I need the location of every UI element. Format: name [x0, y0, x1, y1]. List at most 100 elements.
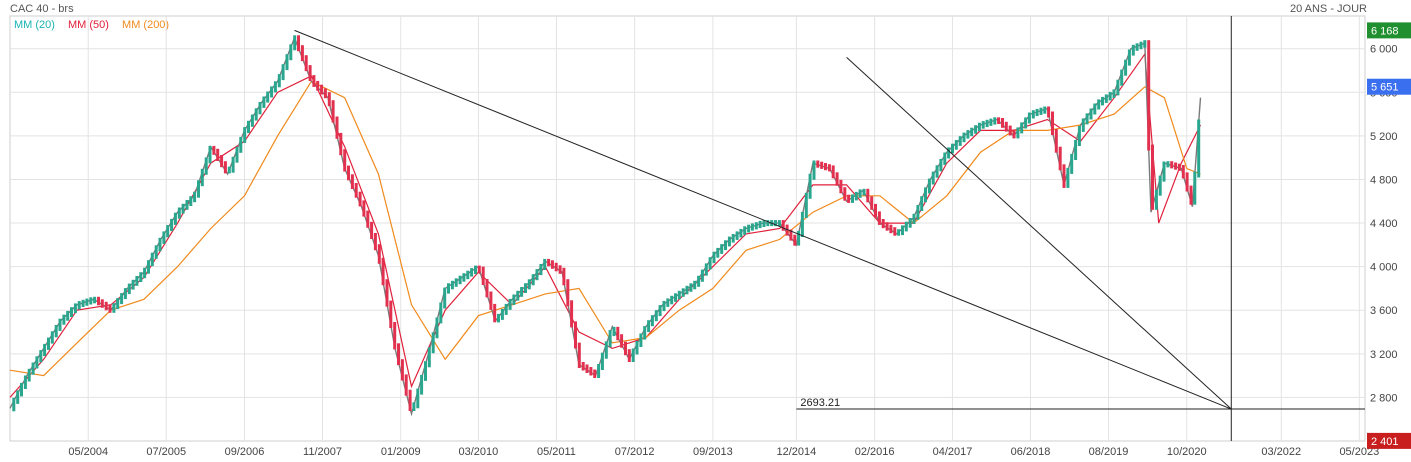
x-tick-label: 02/2016 — [855, 446, 895, 458]
x-tick-label: 05/2023 — [1339, 446, 1379, 458]
candle — [293, 35, 297, 51]
period-label[interactable]: 20 ANS - JOUR — [1289, 3, 1367, 15]
candle — [1089, 108, 1093, 120]
candle — [627, 349, 631, 362]
candle — [1154, 189, 1158, 210]
candle — [231, 156, 235, 173]
candle — [116, 298, 120, 310]
candle — [208, 145, 212, 164]
x-tick-label: 05/2011 — [537, 446, 576, 458]
candle — [458, 275, 462, 285]
candle — [812, 160, 816, 180]
candle — [854, 191, 858, 201]
x-tick-label: 03/2022 — [1261, 446, 1301, 458]
candle — [1047, 106, 1051, 118]
candle — [1035, 108, 1039, 117]
candle — [77, 301, 81, 310]
candle — [954, 140, 958, 150]
candle — [100, 299, 104, 308]
y-tick-label: 6 000 — [1370, 44, 1398, 56]
candle — [704, 263, 708, 276]
candle — [766, 220, 770, 227]
candle — [485, 279, 489, 298]
legend-item-mm200[interactable]: MM (200) — [122, 19, 170, 31]
candle — [1027, 112, 1031, 124]
candle — [754, 222, 758, 230]
candle — [697, 275, 701, 287]
candle — [600, 352, 604, 370]
candle — [381, 257, 385, 286]
candle — [504, 303, 508, 315]
candle — [839, 179, 843, 194]
y-tick-label: 3 600 — [1370, 305, 1398, 317]
candle — [416, 388, 420, 409]
candle — [177, 207, 181, 219]
candle — [450, 280, 454, 290]
candle — [924, 187, 927, 203]
x-tick-label: 07/2012 — [615, 446, 655, 458]
candle — [397, 343, 400, 366]
candle — [23, 375, 27, 389]
candle — [997, 117, 1001, 124]
candle — [1108, 91, 1112, 101]
candle — [712, 251, 716, 264]
candle — [1043, 106, 1047, 114]
candle — [824, 163, 827, 171]
candle — [62, 314, 66, 325]
candle — [793, 234, 797, 246]
candle — [85, 298, 89, 306]
candle — [404, 374, 408, 396]
candle — [158, 237, 162, 252]
candle — [597, 364, 601, 378]
candle — [643, 326, 647, 340]
candle — [497, 313, 500, 323]
candle — [277, 74, 281, 88]
candle — [1127, 49, 1131, 66]
candle — [800, 211, 804, 237]
candle — [966, 130, 970, 139]
candle — [104, 301, 108, 311]
candle — [1066, 167, 1070, 188]
y-tick-label: 3 200 — [1370, 349, 1398, 361]
candle — [647, 320, 651, 332]
candle — [512, 294, 516, 305]
legend-item-mm20[interactable]: MM (20) — [14, 19, 55, 31]
candle — [893, 227, 897, 236]
candle — [58, 318, 62, 331]
candle — [674, 293, 677, 302]
candle — [27, 368, 31, 382]
candle — [543, 258, 547, 270]
candle — [685, 285, 689, 295]
candle — [123, 288, 127, 300]
candle — [35, 356, 39, 369]
candle — [739, 228, 743, 238]
candle — [1081, 118, 1085, 132]
candle — [689, 283, 693, 292]
candle — [574, 321, 577, 349]
candle — [477, 265, 481, 273]
candle — [727, 236, 731, 247]
candle — [1020, 122, 1024, 134]
candle — [420, 374, 424, 395]
x-tick-label: 12/2014 — [777, 446, 817, 458]
candle — [31, 362, 35, 375]
candle — [877, 211, 881, 225]
candle — [154, 245, 158, 259]
candle — [539, 264, 543, 276]
candle — [1131, 44, 1135, 56]
candle — [97, 296, 100, 306]
candle — [520, 287, 524, 297]
candle — [316, 80, 320, 91]
ma200-line — [9, 80, 1201, 377]
candle — [1070, 153, 1074, 174]
candle — [50, 331, 54, 344]
candle — [1116, 79, 1120, 96]
candle — [93, 296, 97, 304]
candle — [12, 397, 16, 412]
candle — [1062, 164, 1066, 188]
candle — [1174, 162, 1178, 170]
x-tick-label: 04/2017 — [933, 446, 973, 458]
candle — [204, 157, 208, 175]
